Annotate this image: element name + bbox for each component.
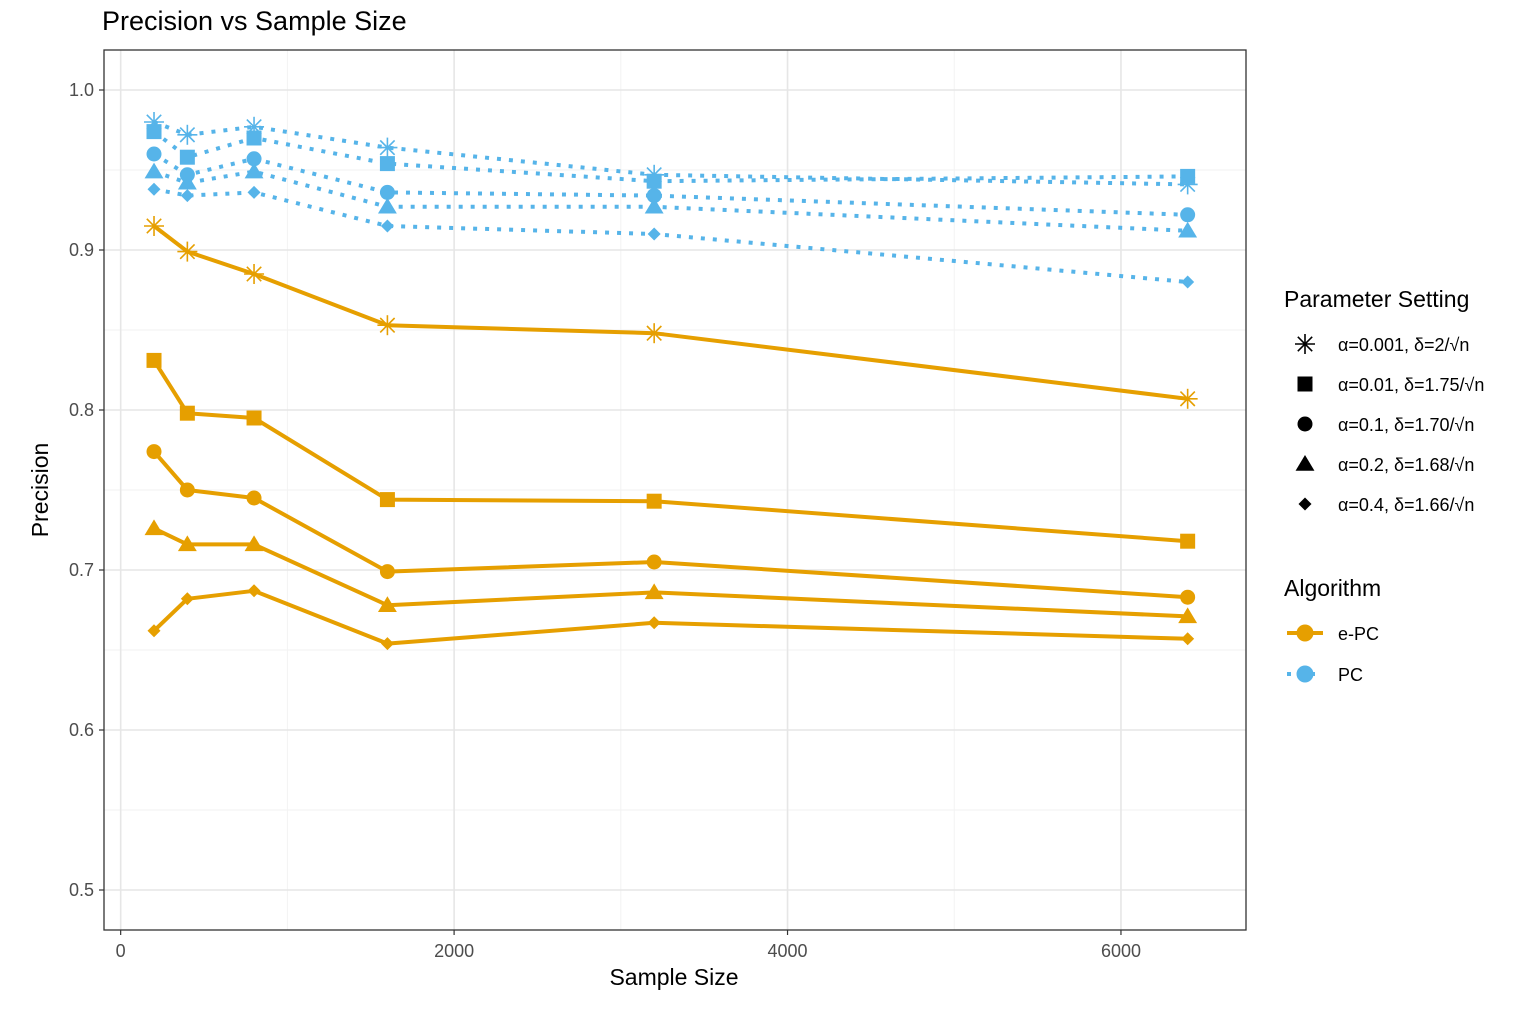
legend-label-parameter: α=0.1, δ=1.70/√n: [1338, 415, 1474, 435]
data-point-pc-circle: [379, 184, 395, 200]
y-tick-label: 0.8: [69, 400, 94, 420]
legend-key-circle: [1297, 416, 1313, 432]
data-point-e-pc-asterisk: [377, 315, 398, 336]
data-point-pc-diamond: [380, 219, 394, 233]
y-tick-label: 0.5: [69, 880, 94, 900]
data-point-pc-diamond: [1181, 275, 1195, 289]
data-point-e-pc-square: [146, 352, 162, 368]
x-axis-label: Sample Size: [609, 964, 738, 990]
series-line-e-pc-circle: [152, 450, 1188, 600]
y-tick-label: 1.0: [69, 80, 94, 100]
data-point-e-pc-diamond: [647, 616, 661, 630]
data-point-pc-diamond: [180, 189, 194, 203]
data-point-e-pc-circle: [179, 482, 195, 498]
legend-label-parameter: α=0.001, δ=2/√n: [1338, 335, 1469, 355]
data-point-pc-square: [246, 130, 262, 146]
data-point-pc-circle: [1180, 207, 1196, 223]
legend-point-e-pc: [1296, 624, 1314, 642]
data-point-pc-square: [646, 173, 662, 189]
series-line-pc-asterisk: [153, 120, 1188, 187]
data-point-pc-triangle: [1178, 221, 1198, 238]
plot-border: [103, 49, 1247, 931]
data-point-e-pc-diamond: [147, 624, 161, 638]
series-line-e-pc-diamond: [152, 588, 1188, 646]
x-tick-label: 0: [116, 941, 126, 961]
series-line-pc-diamond: [153, 187, 1188, 284]
series-line-e-pc-asterisk: [152, 224, 1188, 401]
data-point-e-pc-triangle: [144, 519, 164, 536]
series-line-pc-circle: [152, 152, 1188, 217]
data-point-pc-diamond: [247, 185, 261, 199]
data-point-e-pc-asterisk: [244, 264, 265, 284]
data-point-e-pc-circle: [379, 564, 395, 580]
data-point-pc-diamond: [647, 227, 661, 241]
data-point-pc-square: [146, 124, 162, 140]
legend-key-square: [1297, 376, 1313, 392]
legend-point-pc: [1296, 665, 1314, 683]
data-point-pc-square: [1180, 168, 1196, 184]
legend: Parameter Setting Algorithm α=0.001, δ=2…: [1284, 286, 1484, 685]
chart-title: Precision vs Sample Size: [102, 6, 407, 36]
data-point-e-pc-diamond: [180, 592, 194, 606]
data-point-pc-asterisk: [377, 137, 398, 158]
series-line-pc-triangle: [153, 169, 1188, 233]
data-point-pc-asterisk: [177, 124, 198, 145]
data-point-e-pc-diamond: [1181, 632, 1195, 646]
data-point-e-pc-square: [246, 410, 262, 426]
data-point-e-pc-triangle: [1178, 607, 1198, 624]
data-point-e-pc-circle: [646, 554, 662, 570]
plot-panel: 0 2000 4000 6000 0.5 0.6 0.7 0.8 0.9 1.0: [69, 49, 1247, 961]
legend-label-algorithm: e-PC: [1338, 624, 1379, 644]
data-point-e-pc-square: [1180, 533, 1196, 549]
data-point-pc-triangle: [377, 197, 397, 214]
series-line-e-pc-square: [152, 359, 1188, 544]
data-point-pc-triangle: [244, 162, 264, 179]
data-point-e-pc-square: [179, 405, 195, 421]
x-tick-label: 2000: [434, 941, 474, 961]
data-point-e-pc-asterisk: [144, 216, 165, 236]
legend-label-parameter: α=0.4, δ=1.66/√n: [1338, 495, 1474, 515]
data-point-e-pc-square: [646, 493, 662, 509]
data-point-pc-circle: [246, 151, 262, 167]
series-line-e-pc-triangle: [153, 526, 1188, 619]
y-tick-label: 0.6: [69, 720, 94, 740]
y-axis-label: Precision: [27, 443, 53, 538]
data-point-e-pc-circle: [246, 490, 262, 506]
y-tick-label: 0.9: [69, 240, 94, 260]
legend-label-algorithm: PC: [1338, 665, 1363, 685]
data-point-pc-circle: [646, 188, 662, 204]
legend-key-asterisk: [1295, 334, 1315, 354]
legend-key-diamond: [1298, 497, 1312, 511]
legend-key-triangle: [1295, 455, 1315, 471]
data-point-pc-triangle: [644, 197, 664, 214]
legend-title-parameter-setting: Parameter Setting: [1284, 286, 1469, 312]
data-point-e-pc-diamond: [380, 637, 394, 651]
data-point-e-pc-diamond: [247, 584, 261, 598]
legend-label-parameter: α=0.2, δ=1.68/√n: [1338, 455, 1474, 475]
legend-label-parameter: α=0.01, δ=1.75/√n: [1338, 375, 1484, 395]
data-point-pc-square: [379, 156, 395, 172]
data-point-e-pc-triangle: [644, 583, 664, 600]
data-point-pc-triangle: [144, 162, 164, 179]
data-point-pc-diamond: [147, 182, 161, 196]
data-point-pc-triangle: [177, 173, 197, 190]
data-point-e-pc-circle: [1180, 589, 1196, 605]
data-point-e-pc-asterisk: [1177, 388, 1198, 409]
data-point-e-pc-triangle: [377, 596, 397, 612]
data-point-pc-circle: [146, 146, 162, 162]
data-point-e-pc-square: [379, 492, 395, 508]
data-point-e-pc-triangle: [244, 535, 264, 552]
data-point-e-pc-circle: [146, 444, 162, 460]
data-point-e-pc-triangle: [177, 535, 197, 552]
y-tick-label: 0.7: [69, 560, 94, 580]
data-point-pc-square: [179, 149, 195, 165]
series-line-pc-square: [152, 130, 1188, 184]
data-point-e-pc-asterisk: [177, 241, 198, 262]
data-point-e-pc-asterisk: [644, 323, 665, 344]
x-tick-label: 4000: [768, 941, 808, 961]
legend-title-algorithm: Algorithm: [1284, 575, 1381, 601]
x-tick-label: 6000: [1101, 941, 1141, 961]
